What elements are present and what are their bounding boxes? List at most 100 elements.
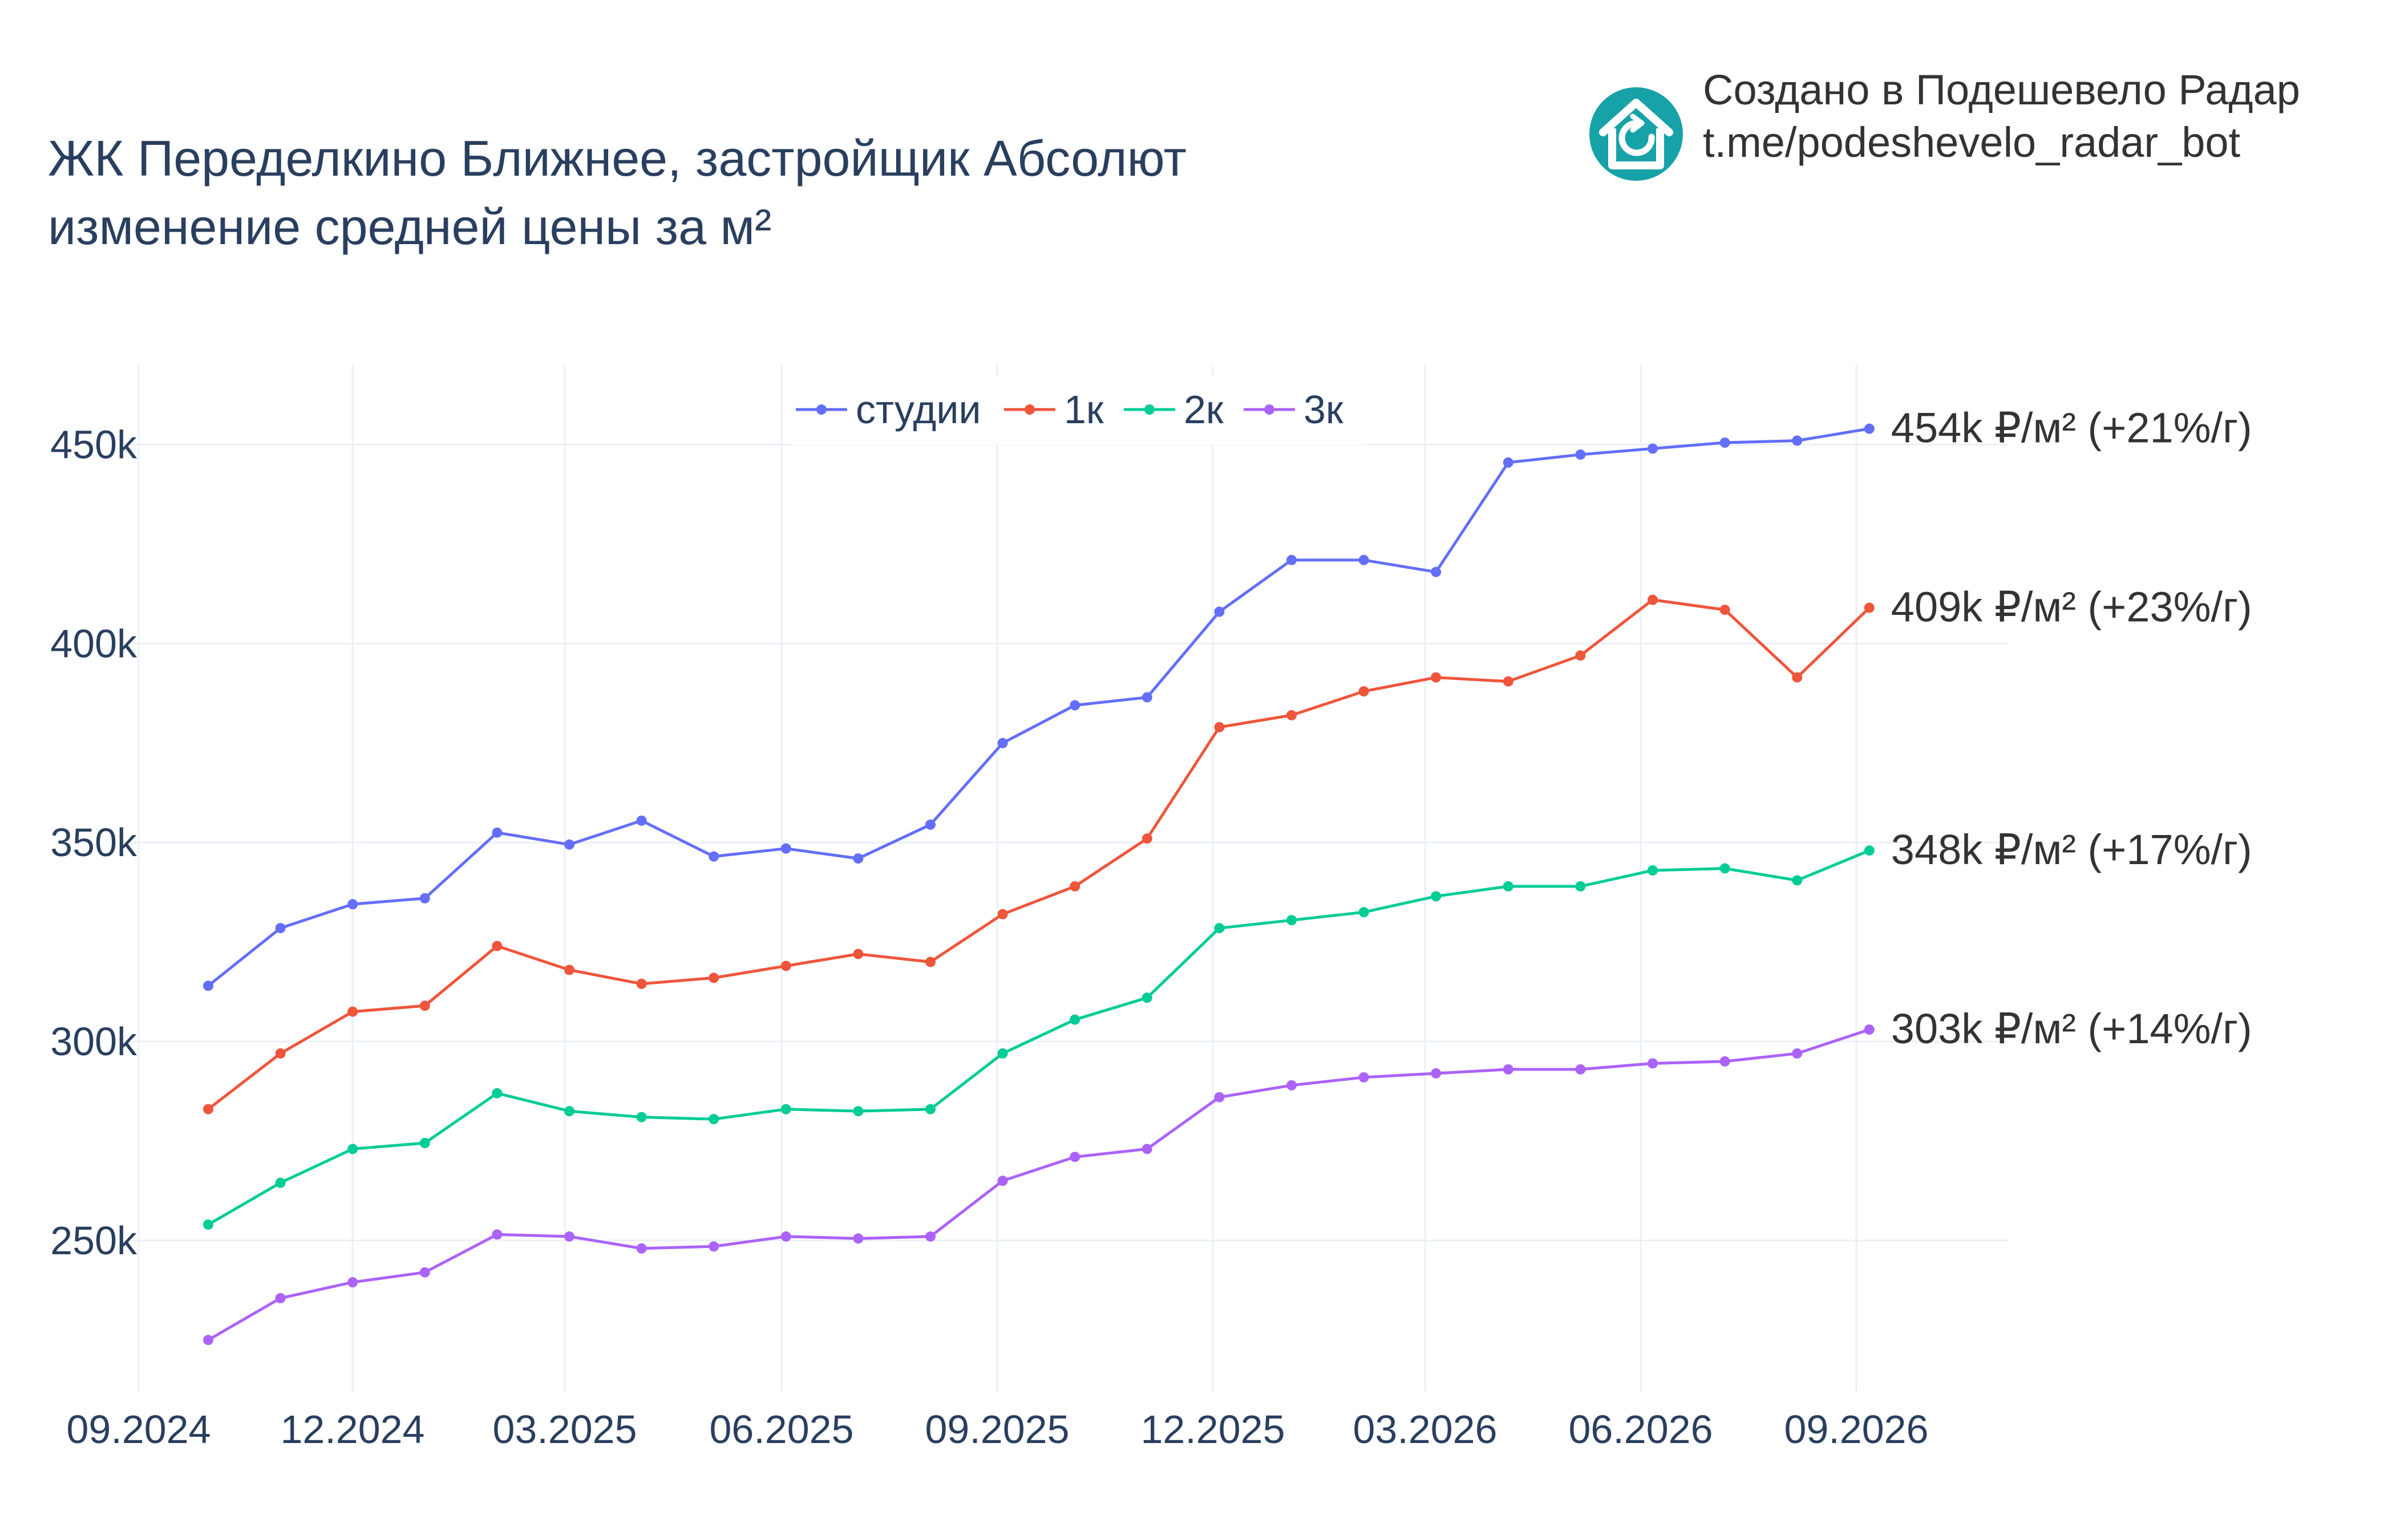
data-point[interactable] bbox=[780, 961, 791, 971]
data-point[interactable] bbox=[492, 1229, 503, 1240]
data-point[interactable] bbox=[1286, 554, 1297, 565]
data-point[interactable] bbox=[275, 923, 286, 934]
data-point[interactable] bbox=[1864, 845, 1875, 856]
data-point[interactable] bbox=[997, 1048, 1008, 1059]
data-point[interactable] bbox=[997, 1176, 1008, 1186]
data-point[interactable] bbox=[1214, 1092, 1225, 1103]
data-point[interactable] bbox=[564, 839, 574, 850]
data-point[interactable] bbox=[1503, 881, 1513, 891]
data-point[interactable] bbox=[925, 1231, 936, 1242]
data-point[interactable] bbox=[925, 819, 936, 830]
data-point[interactable] bbox=[1286, 1080, 1297, 1091]
data-point[interactable] bbox=[419, 1267, 430, 1278]
data-point[interactable] bbox=[997, 909, 1008, 919]
data-point[interactable] bbox=[1358, 1072, 1369, 1083]
data-point[interactable] bbox=[347, 1144, 358, 1154]
legend-item[interactable]: 3к bbox=[1244, 387, 1343, 432]
data-point[interactable] bbox=[1070, 1014, 1080, 1025]
data-point[interactable] bbox=[1070, 881, 1080, 891]
data-point[interactable] bbox=[636, 815, 647, 826]
data-point[interactable] bbox=[1864, 423, 1875, 434]
data-point[interactable] bbox=[1431, 672, 1442, 683]
data-point[interactable] bbox=[1142, 1144, 1152, 1154]
data-point[interactable] bbox=[1214, 923, 1225, 934]
data-point[interactable] bbox=[275, 1293, 286, 1304]
data-point[interactable] bbox=[780, 843, 791, 854]
data-point[interactable] bbox=[1792, 875, 1803, 886]
data-point[interactable] bbox=[1575, 1064, 1586, 1075]
data-point[interactable] bbox=[564, 964, 574, 975]
data-point[interactable] bbox=[1719, 437, 1730, 448]
data-point[interactable] bbox=[347, 899, 358, 910]
legend-item[interactable]: студии bbox=[796, 387, 981, 432]
data-point[interactable] bbox=[1286, 915, 1297, 926]
data-point[interactable] bbox=[709, 1241, 719, 1252]
data-point[interactable] bbox=[1431, 566, 1442, 577]
data-point[interactable] bbox=[709, 851, 719, 862]
data-point[interactable] bbox=[853, 1233, 864, 1244]
data-point[interactable] bbox=[853, 949, 864, 959]
data-point[interactable] bbox=[1575, 881, 1586, 891]
data-point[interactable] bbox=[853, 1106, 864, 1117]
data-point[interactable] bbox=[564, 1231, 574, 1242]
data-point[interactable] bbox=[347, 1006, 358, 1017]
data-point[interactable] bbox=[636, 978, 647, 989]
data-point[interactable] bbox=[1358, 686, 1369, 697]
data-point[interactable] bbox=[1142, 692, 1152, 703]
data-point[interactable] bbox=[1503, 457, 1513, 468]
data-point[interactable] bbox=[564, 1106, 574, 1117]
data-point[interactable] bbox=[1214, 722, 1225, 732]
data-point[interactable] bbox=[636, 1112, 647, 1122]
data-point[interactable] bbox=[1648, 443, 1658, 454]
data-point[interactable] bbox=[1648, 1058, 1658, 1069]
data-point[interactable] bbox=[419, 1000, 430, 1011]
data-point[interactable] bbox=[275, 1177, 286, 1188]
data-point[interactable] bbox=[492, 941, 503, 951]
data-point[interactable] bbox=[997, 737, 1008, 748]
data-point[interactable] bbox=[1070, 1152, 1080, 1162]
data-point[interactable] bbox=[1286, 710, 1297, 720]
data-point[interactable] bbox=[1719, 1056, 1730, 1067]
data-point[interactable] bbox=[1792, 1048, 1803, 1059]
data-point[interactable] bbox=[419, 1137, 430, 1148]
data-point[interactable] bbox=[1719, 605, 1730, 615]
data-point[interactable] bbox=[1431, 1068, 1442, 1079]
legend[interactable]: студии 1к 2к 3к bbox=[790, 376, 1366, 445]
data-point[interactable] bbox=[1864, 602, 1875, 613]
data-point[interactable] bbox=[203, 980, 213, 991]
data-point[interactable] bbox=[347, 1277, 358, 1288]
data-point[interactable] bbox=[1070, 700, 1080, 711]
data-point[interactable] bbox=[275, 1048, 286, 1059]
data-point[interactable] bbox=[709, 1114, 719, 1125]
data-point[interactable] bbox=[1648, 594, 1658, 605]
data-point[interactable] bbox=[1214, 606, 1225, 617]
data-point[interactable] bbox=[1792, 672, 1803, 683]
data-point[interactable] bbox=[1648, 865, 1658, 876]
data-point[interactable] bbox=[780, 1104, 791, 1115]
data-point[interactable] bbox=[1575, 449, 1586, 460]
data-point[interactable] bbox=[1575, 650, 1586, 661]
legend-item[interactable]: 2к bbox=[1124, 387, 1224, 432]
data-point[interactable] bbox=[925, 957, 936, 967]
data-point[interactable] bbox=[1719, 863, 1730, 874]
data-point[interactable] bbox=[1503, 1064, 1513, 1075]
data-point[interactable] bbox=[853, 853, 864, 864]
data-point[interactable] bbox=[492, 1088, 503, 1099]
data-point[interactable] bbox=[1142, 833, 1152, 844]
data-point[interactable] bbox=[1358, 907, 1369, 918]
data-point[interactable] bbox=[1358, 554, 1369, 565]
data-point[interactable] bbox=[419, 893, 430, 903]
data-point[interactable] bbox=[203, 1219, 213, 1230]
data-point[interactable] bbox=[1503, 676, 1513, 687]
data-point[interactable] bbox=[925, 1104, 936, 1115]
data-point[interactable] bbox=[1142, 992, 1152, 1003]
data-point[interactable] bbox=[780, 1231, 791, 1242]
data-point[interactable] bbox=[492, 827, 503, 838]
data-point[interactable] bbox=[636, 1243, 647, 1254]
brand[interactable]: Создано в Подешевело Радар t.me/podeshev… bbox=[1589, 66, 2300, 181]
data-point[interactable] bbox=[1431, 891, 1442, 902]
data-point[interactable] bbox=[1792, 435, 1803, 446]
legend-item[interactable]: 1к bbox=[1004, 387, 1104, 432]
data-point[interactable] bbox=[1864, 1024, 1875, 1035]
data-point[interactable] bbox=[709, 972, 719, 983]
